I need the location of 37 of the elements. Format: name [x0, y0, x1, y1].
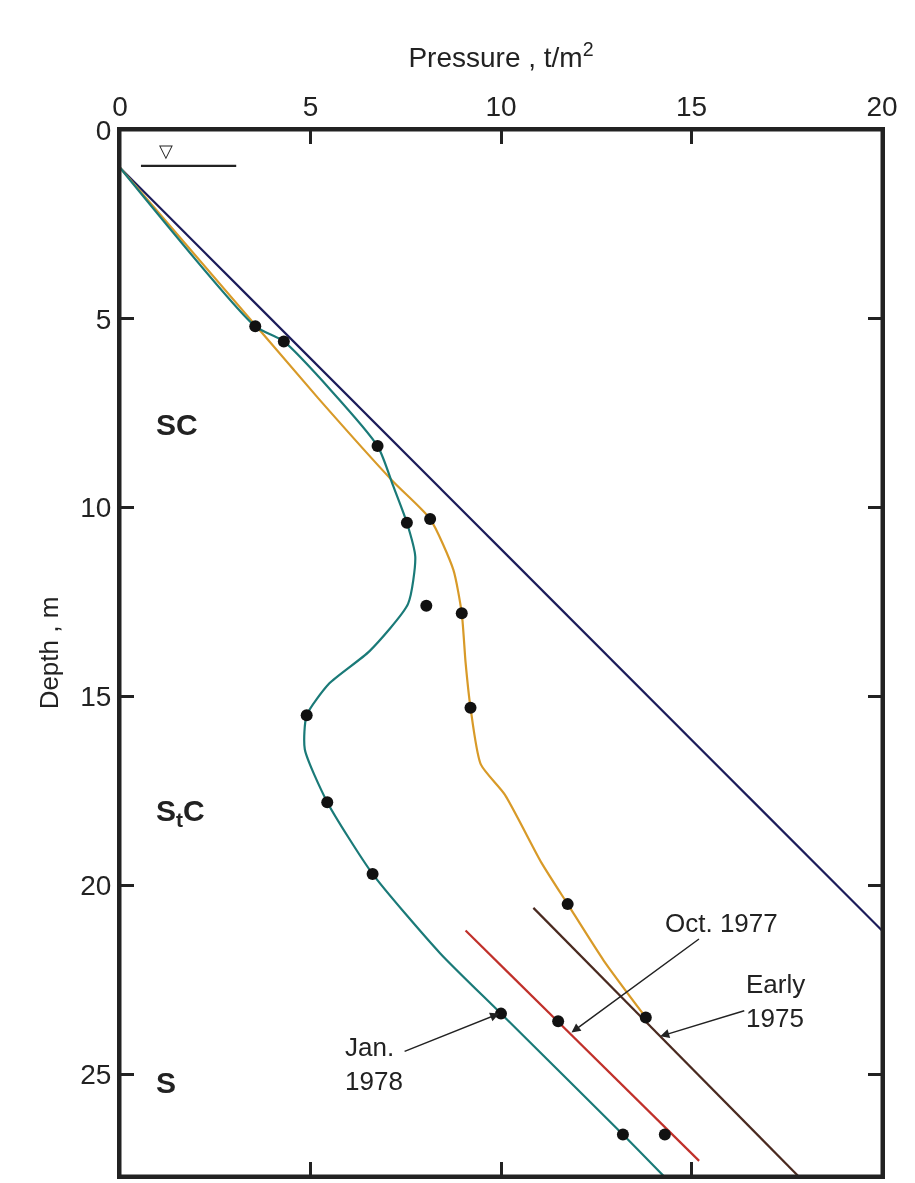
- line-series: [120, 166, 665, 1176]
- point: [420, 599, 433, 612]
- point: [561, 898, 574, 911]
- y-tick-label: 15: [80, 681, 112, 713]
- point: [639, 1011, 652, 1024]
- annotation: ▽: [159, 141, 173, 161]
- y-tick-label: 5: [95, 303, 112, 335]
- annotation: Oct. 1977: [665, 908, 778, 938]
- x-tick-label: 5: [302, 90, 319, 122]
- annotation: S$_{t}$C: [156, 794, 205, 832]
- point: [455, 607, 468, 620]
- annotation: Early 1975: [746, 969, 806, 1033]
- point: [321, 796, 334, 809]
- y-axis-title: Depth , m: [33, 596, 64, 710]
- point: [366, 867, 379, 880]
- y-tick-label: 0: [95, 114, 112, 146]
- point: [277, 335, 290, 348]
- x-tick-label: 20: [866, 90, 898, 122]
- point: [658, 1128, 671, 1141]
- point: [300, 709, 313, 722]
- annotation: Jan. 1978: [345, 1032, 403, 1096]
- point: [249, 320, 262, 333]
- point: [464, 701, 477, 714]
- point: [371, 440, 384, 453]
- point: [552, 1015, 565, 1028]
- point: [400, 516, 413, 529]
- annotation: S: [156, 1066, 177, 1099]
- point: [616, 1128, 629, 1141]
- annotation: SC: [156, 408, 198, 441]
- x-tick-label: 15: [675, 90, 708, 122]
- point: [495, 1007, 507, 1020]
- y-tick-label: 10: [80, 492, 112, 524]
- y-tick-label: 20: [80, 870, 112, 902]
- y-tick-label: 25: [80, 1058, 112, 1090]
- x-tick-label: 10: [485, 90, 517, 122]
- point: [424, 512, 437, 525]
- x-axis-title: Pressure , t/m$^{2}$: [408, 37, 594, 74]
